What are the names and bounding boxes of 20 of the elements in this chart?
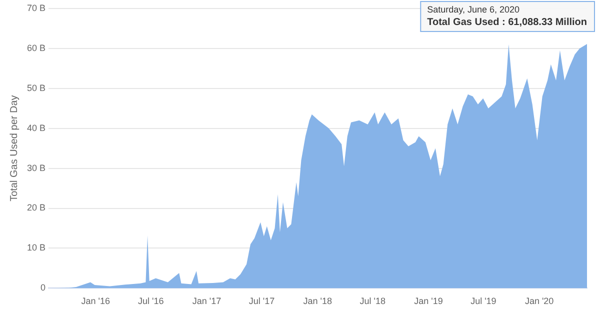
x-tick-label: Jul '19 [470,296,496,306]
x-tick-label: Jan '18 [303,296,332,306]
y-tick-label: 30 B [27,162,46,173]
annotation: Saturday, June 6, 2020 [427,4,520,14]
y-tick-label: 70 B [27,2,46,13]
x-tick-label: Jul '16 [138,296,164,306]
x-tick-label: Jan '20 [524,296,554,306]
y-tick-label: 50 B [27,82,46,93]
y-tick-label: 60 B [27,42,46,53]
annotation: Total Gas Used : 61,088.33 Million [427,16,588,28]
y-tick-label: 20 B [27,202,46,213]
y-tick-label: 10 B [27,242,46,253]
x-tick-label: Jan '16 [81,296,110,306]
x-tick-label: Jan '19 [414,296,443,306]
x-tick-label: Jan '17 [192,296,222,306]
y-tick-label: 40 B [27,122,46,133]
y-axis-title: Total Gas Used per Day [8,95,20,202]
x-tick-label: Jul '18 [360,296,386,306]
x-tick-label: Jul '17 [248,296,275,306]
y-tick-label: 0 [40,282,46,293]
